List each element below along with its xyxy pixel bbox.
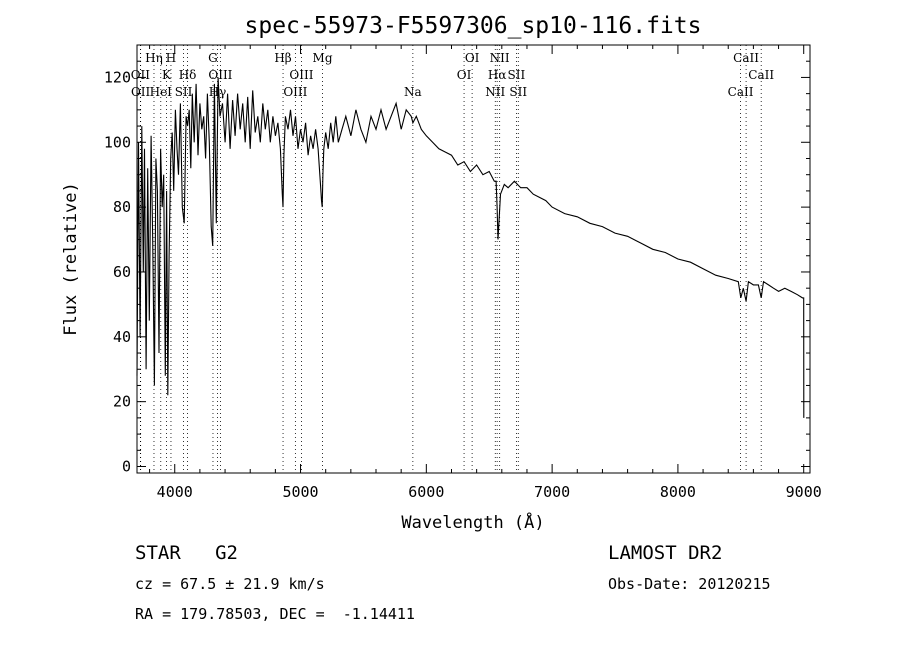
line-label: OI — [457, 68, 472, 82]
line-label: SII — [175, 85, 193, 99]
x-tick-label: 8000 — [660, 483, 696, 501]
line-label: OII — [131, 85, 151, 99]
line-label: Hα — [488, 68, 507, 82]
x-tick-label: 6000 — [408, 483, 444, 501]
y-tick-label: 20 — [113, 393, 131, 411]
y-tick-label: 100 — [104, 133, 131, 151]
obs-date-label: Obs-Date: 20120215 — [608, 575, 771, 593]
x-axis-label: Wavelength (Å) — [401, 511, 544, 533]
line-label: SII — [508, 68, 526, 82]
classification-label: STAR G2 — [135, 542, 238, 564]
y-tick-label: 40 — [113, 328, 131, 346]
line-label: K — [162, 68, 172, 82]
x-tick-label: 9000 — [786, 483, 822, 501]
axes: 4000 5000 6000 7000 8000 9000 0 20 40 60 80 100 120 — [104, 45, 822, 501]
line-label: OIII — [208, 68, 232, 82]
x-tick-label: 4000 — [157, 483, 193, 501]
line-label: Hβ — [274, 51, 291, 65]
line-label: Na — [404, 85, 422, 99]
survey-label: LAMOST DR2 — [608, 542, 723, 564]
line-label: OIII — [289, 68, 313, 82]
spectrum-series — [136, 77, 805, 418]
line-label: H — [166, 51, 176, 65]
line-label: OI — [465, 51, 480, 65]
line-label: Mg — [313, 51, 333, 65]
line-label: Hδ — [179, 68, 197, 82]
spectrum-line — [136, 77, 805, 418]
coordinates-label: RA = 179.78503, DEC = -1.14411 — [135, 605, 415, 623]
y-tick-label: 120 — [104, 68, 131, 86]
y-tick-label: 80 — [113, 198, 131, 216]
line-label: CaII — [733, 51, 759, 65]
line-label: OIII — [283, 85, 307, 99]
x-tick-label: 5000 — [282, 483, 318, 501]
line-label: HeI — [150, 85, 173, 99]
line-label: G — [208, 51, 218, 65]
line-label: CaII — [748, 68, 774, 82]
y-axis-label: Flux (relative) — [61, 182, 81, 336]
chart-title: spec-55973-F5597306_sp10-116.fits — [245, 13, 702, 39]
line-label: OII — [131, 68, 151, 82]
plot-frame — [136, 44, 811, 474]
line-label: Hη — [145, 51, 163, 65]
y-tick-label: 60 — [113, 263, 131, 281]
line-label: NII — [490, 51, 510, 65]
x-tick-label: 7000 — [534, 483, 570, 501]
y-tick-label: 0 — [122, 458, 131, 476]
line-label: NII — [485, 85, 505, 99]
line-label: SII — [509, 85, 527, 99]
redshift-label: cz = 67.5 ± 21.9 km/s — [135, 575, 325, 593]
line-label: CaII — [728, 85, 754, 99]
